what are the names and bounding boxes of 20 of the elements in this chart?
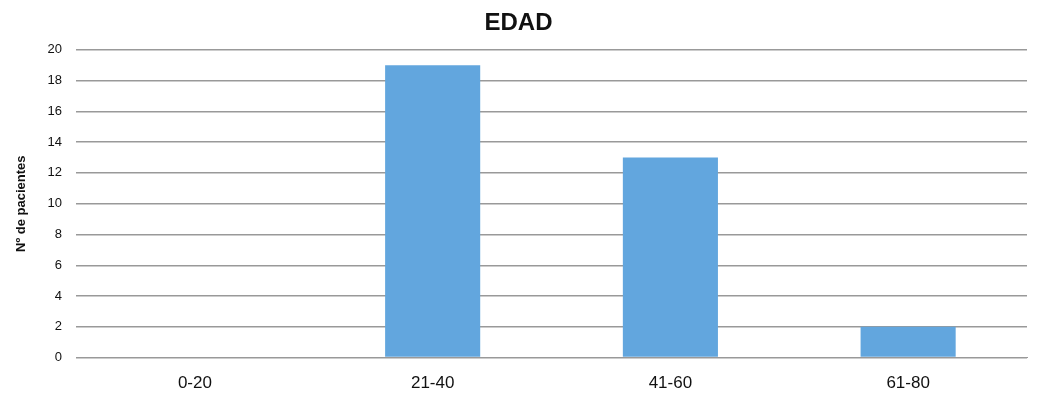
y-tick-label: 10 — [47, 195, 63, 211]
x-tick-label: 61-80 — [886, 373, 930, 393]
x-tick-label: 0-20 — [177, 373, 212, 393]
y-tick-label: 4 — [54, 287, 63, 303]
y-axis-title: Nº de pacientes — [13, 155, 29, 252]
y-tick-label: 8 — [54, 226, 63, 242]
y-tick-label: 20 — [47, 41, 63, 57]
y-tick-label: 16 — [47, 102, 63, 118]
y-tick-label: 6 — [54, 256, 63, 272]
bar — [622, 157, 718, 357]
y-tick-label: 2 — [54, 318, 63, 334]
chart-title: EDAD — [484, 8, 553, 36]
bar — [860, 326, 956, 357]
bar — [385, 65, 481, 357]
y-tick-label: 12 — [47, 164, 63, 180]
y-tick-label: 0 — [54, 349, 63, 365]
y-tick-label: 14 — [47, 133, 63, 149]
x-tick-label: 41-60 — [648, 373, 693, 393]
x-tick-label: 21-40 — [410, 373, 455, 393]
y-tick-label: 18 — [47, 72, 63, 88]
